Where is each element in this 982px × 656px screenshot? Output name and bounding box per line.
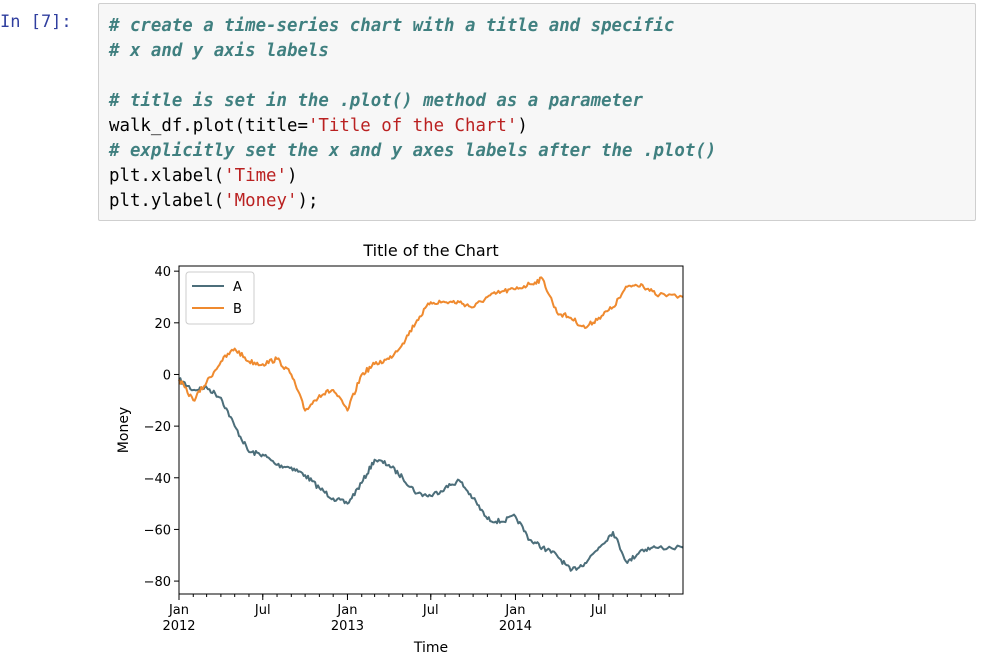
cell-prompt: In [7]: [0,12,72,32]
code-line: walk_df.plot(title='Title of the Chart') [109,114,716,139]
y-tick-label: −40 [144,472,171,487]
code-string: 'Money' [224,191,298,211]
y-tick-label: 0 [163,368,171,383]
code-editor[interactable]: # create a time-series chart with a titl… [109,14,716,214]
y-tick-label: −80 [144,575,171,590]
code-line [109,64,716,89]
code-comment: # x and y axis labels [109,41,329,61]
y-tick-label: −20 [144,420,171,435]
code-line: # title is set in the .plot() method as … [109,89,716,114]
code-token: ) [517,116,528,136]
y-tick-label: −60 [144,523,171,538]
plot-frame [178,265,684,595]
chart-legend: AB [185,271,255,325]
x-tick-label: Jan [336,603,357,618]
code-cell-input[interactable]: # create a time-series chart with a titl… [98,3,976,221]
x-tick-label: Jul [254,603,271,618]
x-tick-label: Jul [590,603,607,618]
x-tick-year-label: 2013 [331,619,364,634]
code-line: plt.xlabel('Time') [109,164,716,189]
x-tick-label: Jan [504,603,525,618]
legend-label-b: B [233,302,242,317]
code-token: walk_df.plot(title= [109,116,308,136]
code-string: 'Time' [224,166,287,186]
x-tick-year-label: 2014 [499,619,532,634]
code-string: 'Title of the Chart' [307,116,518,136]
y-tick-label: 20 [154,317,171,332]
series-line-b [178,276,684,412]
y-tick-label: 40 [154,265,171,280]
code-line: # create a time-series chart with a titl… [109,14,716,39]
code-comment: # create a time-series chart with a titl… [109,16,675,36]
legend-label-a: A [233,280,242,295]
x-tick-label: Jan [168,603,189,618]
code-token: ) [287,166,298,186]
y-axis-label: Money [116,407,132,453]
series-line-a [178,377,684,572]
code-token: plt.xlabel( [109,166,225,186]
x-tick-year-label: 2012 [162,619,195,634]
x-axis-label: Time [413,640,448,656]
code-comment: # explicitly set the x and y axes labels… [109,141,717,161]
code-token: plt.ylabel( [109,191,225,211]
cell-output: Title of the Chart 40 20 0 −20 −40 −60 −80 Jan 2… [100,230,700,656]
chart-title: Title of the Chart [362,241,498,260]
legend-box [185,271,255,325]
code-token: ); [297,191,319,211]
code-comment: # title is set in the .plot() method as … [109,91,643,111]
code-line: # explicitly set the x and y axes labels… [109,139,716,164]
line-chart: Title of the Chart 40200−20−40−60−80Jan2… [116,241,684,656]
code-line: plt.ylabel('Money'); [109,189,716,214]
code-line: # x and y axis labels [109,39,716,64]
x-tick-label: Jul [422,603,439,618]
